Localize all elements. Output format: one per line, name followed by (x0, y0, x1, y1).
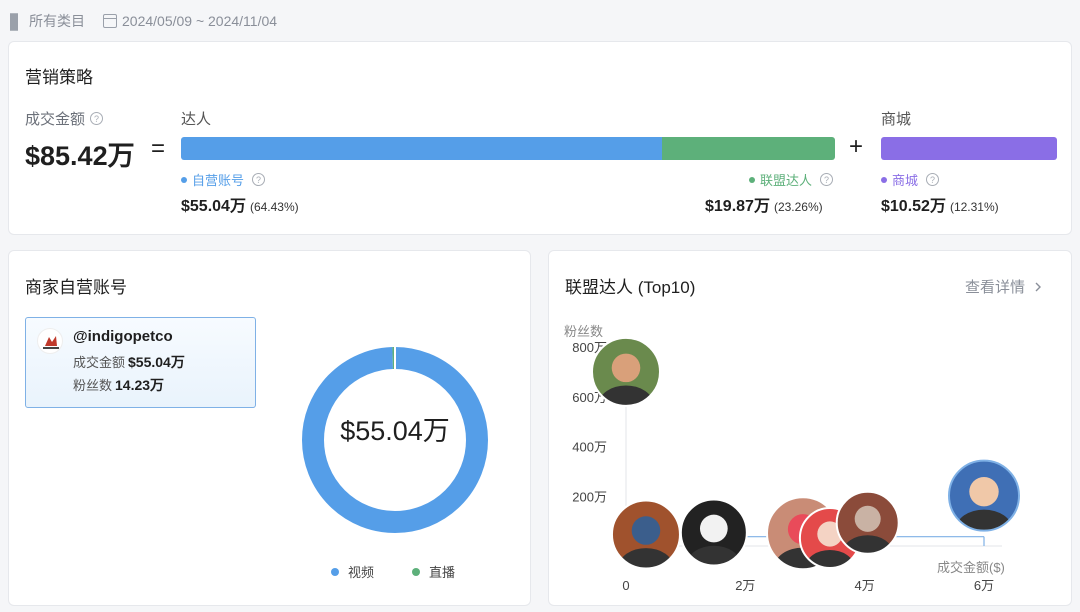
alliance-legend-label: 联盟达人 (760, 173, 813, 188)
legend-dot (881, 176, 887, 183)
influencer-bubble[interactable] (679, 498, 748, 582)
legend-dot (749, 176, 755, 183)
category-filter[interactable]: 所有类目 (10, 11, 85, 31)
live-legend[interactable]: 直播 (412, 562, 455, 581)
legend-dot (181, 176, 187, 183)
calendar-icon (103, 14, 117, 28)
question-icon[interactable]: ? (926, 173, 940, 186)
y-axis-title: 粉丝数 (564, 324, 604, 339)
account-card[interactable]: @indigopetco 成交金额 $55.04万 粉丝数 14.23万 (25, 317, 256, 408)
self-account-legend-label: 自营账号 (192, 173, 245, 188)
plus-sign: + (849, 133, 864, 160)
chevron-right-icon (1035, 282, 1041, 291)
view-details-link[interactable]: 查看详情 (965, 276, 1045, 297)
grid-icon (10, 13, 24, 31)
account-fans: 粉丝数 14.23万 (73, 375, 164, 395)
legend-dot (331, 567, 339, 576)
y-tick-label: 400万 (572, 440, 607, 455)
influencer-bubble[interactable] (948, 459, 1020, 548)
y-tick-label: 600万 (572, 390, 607, 405)
mall-amount: $10.52万 (881, 198, 946, 215)
avatar (37, 328, 63, 354)
x-tick-label: 4万 (855, 578, 875, 593)
alliance-value: $19.87万 (23.26%) (705, 192, 823, 216)
mall-legend-label: 商城 (892, 173, 919, 188)
account-gmv-label: 成交金额 (73, 355, 126, 370)
influencer-bubble[interactable] (835, 490, 900, 570)
self-account-card: 商家自营账号 @indigopetco 成交金额 $55.04万 粉丝数 14.23… (8, 250, 531, 606)
card-title: 商家自营账号 (25, 278, 127, 297)
x-tick-label: 0 (622, 578, 629, 593)
view-details-label: 查看详情 (964, 279, 1025, 296)
alliance-bar[interactable] (662, 137, 835, 160)
total-gmv-label-text: 成交金额 (25, 111, 86, 128)
x-tick-label: 2万 (735, 578, 755, 593)
self-account-legend: 自营账号 ? (181, 170, 266, 189)
equals-sign: = (151, 135, 166, 162)
account-handle: @indigopetco (73, 328, 173, 345)
alliance-amount: $19.87万 (705, 198, 770, 215)
alliance-legend: 联盟达人 ? (749, 170, 834, 189)
question-icon[interactable]: ? (90, 112, 104, 125)
mall-value: $10.52万 (12.31%) (881, 192, 999, 216)
self-account-amount: $55.04万 (181, 198, 246, 215)
total-gmv-label: 成交金额 ? (25, 108, 104, 129)
influencer-bubble[interactable] (591, 336, 661, 423)
account-gmv-value: $55.04万 (128, 354, 185, 370)
x-tick-label: 6万 (974, 578, 994, 593)
alliance-top10-card: 联盟达人 (Top10) 查看详情 粉丝数 成交金额($) 200万 400万 60… (548, 250, 1072, 606)
legend-dot (412, 567, 420, 576)
mall-label: 商城 (881, 111, 912, 128)
influencer-bubble[interactable] (610, 499, 681, 586)
x-axis-title: 成交金额($) (937, 560, 1005, 575)
question-icon[interactable]: ? (820, 173, 834, 186)
donut-chart[interactable] (301, 346, 489, 534)
mall-bar[interactable] (881, 137, 1057, 160)
filter-bar: 所有类目 2024/05/09 ~ 2024/11/04 (10, 10, 295, 32)
mall-pct: (12.31%) (949, 200, 999, 214)
date-range-label: 2024/05/09 ~ 2024/11/04 (122, 13, 278, 29)
category-filter-label: 所有类目 (29, 13, 85, 29)
question-icon[interactable]: ? (252, 173, 266, 186)
alliance-pct: (23.26%) (773, 200, 823, 214)
account-fans-label: 粉丝数 (73, 378, 113, 393)
date-range-filter[interactable]: 2024/05/09 ~ 2024/11/04 (103, 13, 277, 29)
live-legend-label: 直播 (429, 565, 456, 580)
influencer-label: 达人 (181, 111, 212, 128)
marketing-strategy-card: 营销策略 成交金额 ? $85.42万 = 达人 + 商城 自营账号 ? $55… (8, 41, 1072, 235)
video-legend[interactable]: 视频 (331, 562, 374, 581)
self-account-value: $55.04万 (64.43%) (181, 192, 299, 216)
account-fans-value: 14.23万 (115, 377, 165, 393)
total-gmv-value: $85.42万 (25, 141, 135, 171)
self-account-bar[interactable] (181, 137, 662, 160)
y-tick-label: 200万 (572, 489, 607, 504)
card-title: 营销策略 (25, 68, 93, 87)
card-title: 联盟达人 (Top10) (565, 278, 696, 297)
self-account-pct: (64.43%) (249, 200, 299, 214)
donut-center-value: $55.04万 (340, 416, 450, 446)
account-gmv: 成交金额 $55.04万 (73, 352, 185, 372)
video-legend-label: 视频 (348, 565, 375, 580)
mall-legend: 商城 ? (881, 170, 940, 189)
